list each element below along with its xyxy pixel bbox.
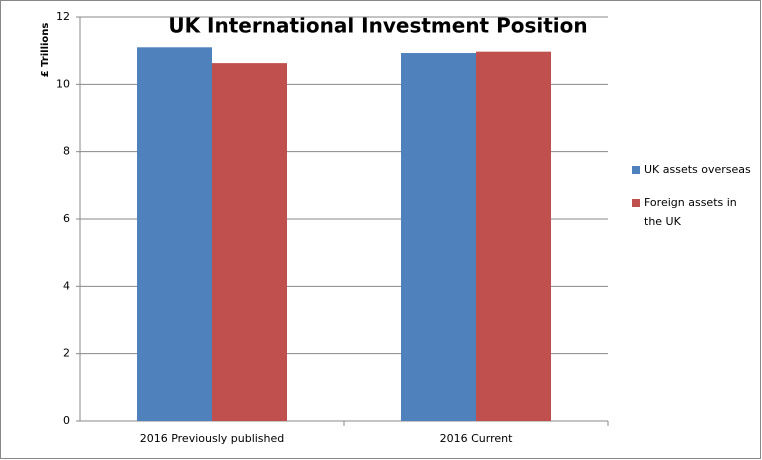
- bar: [212, 63, 287, 422]
- legend-swatch: [632, 166, 640, 174]
- y-tick-label: 10: [56, 77, 70, 90]
- y-tick-label: 12: [56, 10, 70, 23]
- bar: [137, 47, 212, 422]
- legend-label: Foreign assets in the UK: [644, 196, 737, 228]
- y-tick-label: 2: [63, 347, 70, 360]
- bar: [476, 51, 551, 421]
- x-tick-label: 2016 Current: [440, 432, 513, 445]
- y-tick-label: 4: [63, 279, 70, 292]
- y-axis-label: £ Trillions: [40, 23, 51, 78]
- x-tick-label: 2016 Previously published: [140, 432, 285, 445]
- bar: [401, 53, 476, 421]
- legend-item: Foreign assets in the UK: [632, 193, 752, 231]
- y-tick-label: 6: [63, 212, 70, 225]
- legend-item: UK assets overseas: [632, 160, 752, 179]
- y-tick-label: 0: [63, 414, 70, 427]
- y-tick-label: 8: [63, 145, 70, 158]
- legend-label: UK assets overseas: [644, 163, 751, 176]
- legend-swatch: [632, 199, 640, 207]
- legend: UK assets overseas Foreign assets in the …: [632, 160, 752, 245]
